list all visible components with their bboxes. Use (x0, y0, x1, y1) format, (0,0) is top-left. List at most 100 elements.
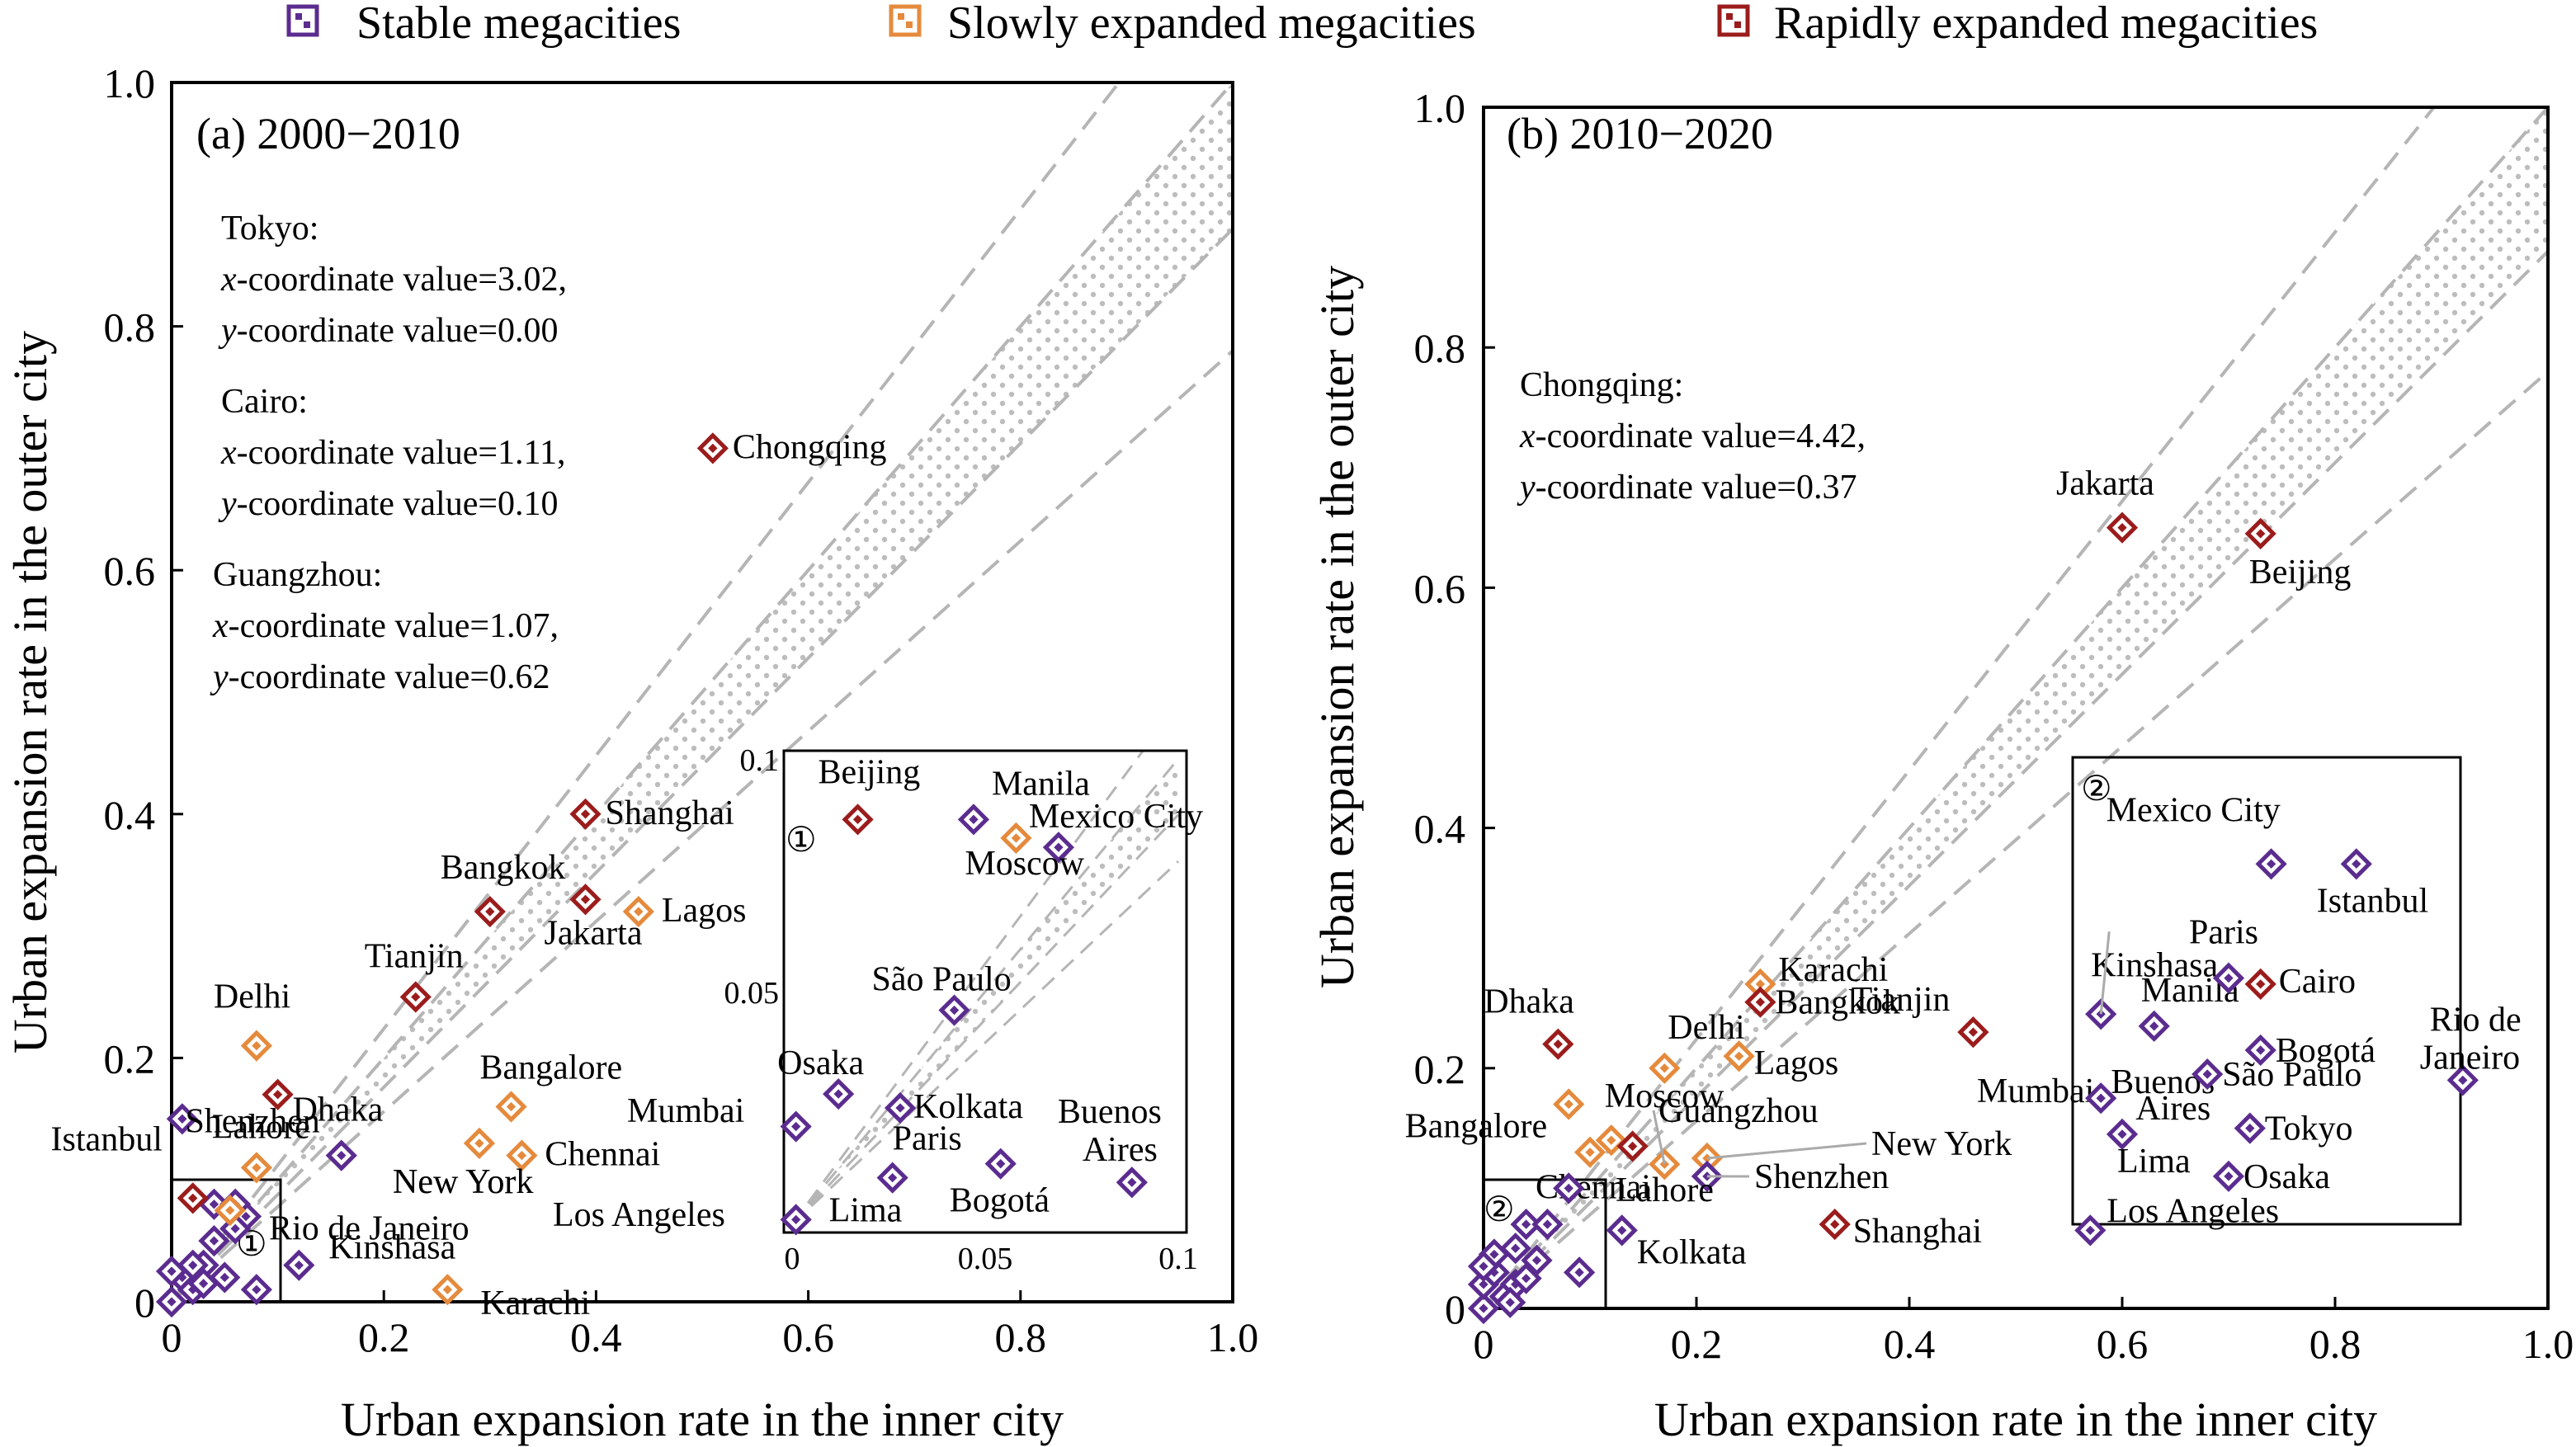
panel-b-cluster-point (1467, 1250, 1500, 1283)
panel-b-label-shanghai: Shanghai (1853, 1213, 1982, 1251)
panel-a-point-bangkok (474, 895, 506, 928)
panel-b-cluster-point (1510, 1262, 1542, 1294)
panel-b-label-beijing: Beijing (2249, 554, 2352, 592)
panel-b-inset-point-sao-paulo (2191, 1058, 2224, 1091)
panel-b-annotation-y: y-coordinate value=0.37 (1517, 469, 1857, 507)
panel-b-point-bangalore (1553, 1088, 1585, 1120)
panel-a-inset-point-lima (780, 1204, 812, 1236)
panel-b-ytick-label: 0.4 (1414, 806, 1466, 852)
panel-a-inset-point-osaka (823, 1077, 855, 1110)
panel-a-inset-point-buenos-aires (1116, 1167, 1148, 1199)
panel-b-cluster-point (1521, 1244, 1553, 1276)
panel-a-annotation-x: x-coordinate value=1.11, (220, 434, 565, 472)
panel-b-xtick-label: 0 (1474, 1321, 1494, 1367)
panel-b-cluster-point (1510, 1208, 1542, 1241)
panel-a: 0 0.2 0.4 0.6 0.8 1.0 0 0.2 0.4 0.6 0.8 1.0 (a) 200… (3, 60, 1259, 1446)
panel-a-label-chennai: Chennai (545, 1136, 660, 1174)
panel-b-point-chennai (1573, 1136, 1606, 1168)
panel-b-xtick-label: 0.4 (1884, 1321, 1936, 1367)
panel-b-annotation-x: x-coordinate value=4.42, (1519, 417, 1866, 455)
legend-item-rapid: Rapidly expanded megacities (1717, 0, 2318, 49)
panel-a-point-karachi (432, 1274, 464, 1306)
panel-b-ytick-label: 0 (1445, 1286, 1465, 1332)
panel-b-label-lahore: Lahore (1616, 1171, 1714, 1209)
panel-b-label-guangzhou: Guangzhou (1658, 1092, 1819, 1130)
panel-a-inset-ytick: 0.1 (740, 743, 780, 778)
panel-a-cluster-point (177, 1249, 209, 1281)
panel-b-label-mumbai: Mumbai (1977, 1072, 2094, 1110)
panel-b-xtick-label: 0.2 (1671, 1321, 1723, 1367)
panel-a-inset-point-sao-paulo (938, 994, 970, 1026)
panel-b-annotations: Chongqing: x-coordinate value=4.42, y-coor… (1517, 366, 1866, 507)
panel-a-ytick-label: 1.0 (104, 60, 156, 106)
panel-a-label-kinshasa: Kinshasa (328, 1229, 455, 1267)
panel-a-ytick-label: 0 (134, 1280, 155, 1326)
panel-b-inset: ② (2071, 756, 2462, 1226)
panel-a-label-karachi: Karachi (480, 1284, 590, 1322)
panel-a-label-dhaka: Dhaka (293, 1091, 384, 1129)
panel-a-label-lahore: Lahore (212, 1108, 310, 1146)
panel-a-point-shenzhen (325, 1139, 357, 1171)
panel-a-point-bangalore (495, 1091, 527, 1123)
panel-a-annotation-city: Guangzhou: (213, 556, 382, 594)
legend-label-stable: Stable megacities (356, 0, 681, 49)
panel-a-ytick-label: 0.6 (104, 548, 156, 594)
panel-a-inset-point-kolkata (884, 1091, 917, 1124)
legend-item-stable: Stable megacities (286, 0, 681, 49)
panel-b-label-karachi: Karachi (1778, 951, 1888, 989)
panel-a-point-mumbai (463, 1127, 496, 1159)
panel-b-inset-point-istanbul (2340, 848, 2372, 880)
panel-b-label-tianjin: Tianjin (1852, 981, 1951, 1019)
panel-b-ytick-label: 0.2 (1414, 1046, 1466, 1092)
panel-a-label-shanghai: Shanghai (606, 794, 734, 832)
panel-b-band (1484, 107, 2548, 1308)
panel-a-cluster-point (214, 1195, 246, 1227)
panel-a-point-dhaka (262, 1078, 294, 1110)
panel-a-label-chongqing: Chongqing (733, 428, 887, 466)
panel-a-xtick-label: 0.8 (995, 1314, 1047, 1360)
panel-b-inset-point-paris (2212, 962, 2245, 994)
panel-a-label-istanbul: Istanbul (51, 1120, 163, 1158)
panel-a-inset-xtick: 0.1 (1158, 1242, 1198, 1276)
panel-a-ylabel: Urban expansion rate in the outer city (3, 331, 57, 1053)
legend-item-slow: Slowly expanded megacities (889, 0, 1476, 49)
panel-a-annotations: Tokyo: x-coordinate value=3.02, y-coordina… (210, 210, 567, 696)
panel-b-title: (b) 2010−2020 (1507, 109, 1773, 158)
panel-a-inset-marker: ① (786, 822, 817, 860)
panel-a-label-jakarta: Jakarta (545, 914, 643, 952)
panel-a-cluster-point (155, 1285, 188, 1318)
panel-a-point-lagos (622, 895, 654, 928)
panel-b-label-jakarta: Jakarta (2056, 465, 2154, 503)
panel-a-cluster-point (177, 1182, 209, 1214)
panel-b-point-jakarta (2106, 511, 2139, 544)
panel-b-frame (1482, 106, 2550, 1310)
panel-a-point-lahore (240, 1152, 272, 1184)
panel-b-point-karachi (1744, 968, 1776, 1000)
panel-b-inset-point-rio-de-janeiro (2446, 1064, 2479, 1096)
panel-b-inset-point-manila (2138, 1010, 2170, 1042)
panel-b-point-shanghai (1819, 1208, 1851, 1241)
panel-a-label-mumbai: Mumbai (627, 1092, 744, 1130)
panel-b-ylabel: Urban expansion rate in the outer city (1310, 266, 1364, 988)
panel-a-ticks: 0 0.2 0.4 0.6 0.8 1.0 0 0.2 0.4 0.6 0.8 1.0 (104, 60, 1259, 1360)
panel-b-cluster-point (1564, 1256, 1596, 1289)
panel-b-zoom-marker: ② (1484, 1191, 1515, 1229)
panel-a-point-istanbul (166, 1103, 198, 1135)
panel-b-cluster-point (1499, 1233, 1531, 1265)
panel-b-inset-point-bogota (2244, 1034, 2276, 1067)
panel-a-annotation-x: x-coordinate value=3.02, (220, 261, 567, 299)
panel-b-point-lahore (1553, 1172, 1585, 1204)
panel-b-inset-label-los-angeles: Los Angeles (2107, 1192, 2279, 1230)
panel-b-inset-point-los-angeles (2074, 1214, 2107, 1247)
panel-a-inset-label-manila: Manila (992, 765, 1090, 803)
panel-b: 0 0.2 0.4 0.6 0.8 1.0 0 0.2 0.4 0.6 0.8 1.0 (b) 201… (1310, 85, 2574, 1446)
panel-b-inset-point-lima (2106, 1118, 2139, 1150)
panel-b-ytick-label: 0.6 (1414, 565, 1466, 611)
panel-b-inset-label-tokyo: Tokyo (2265, 1110, 2353, 1148)
panel-b-inset-label-paris: Paris (2189, 914, 2258, 952)
panel-a-ytick-label: 0.8 (104, 304, 156, 351)
panel-b-cluster-point (1467, 1292, 1500, 1325)
panel-b-point-dhaka (1542, 1028, 1574, 1060)
